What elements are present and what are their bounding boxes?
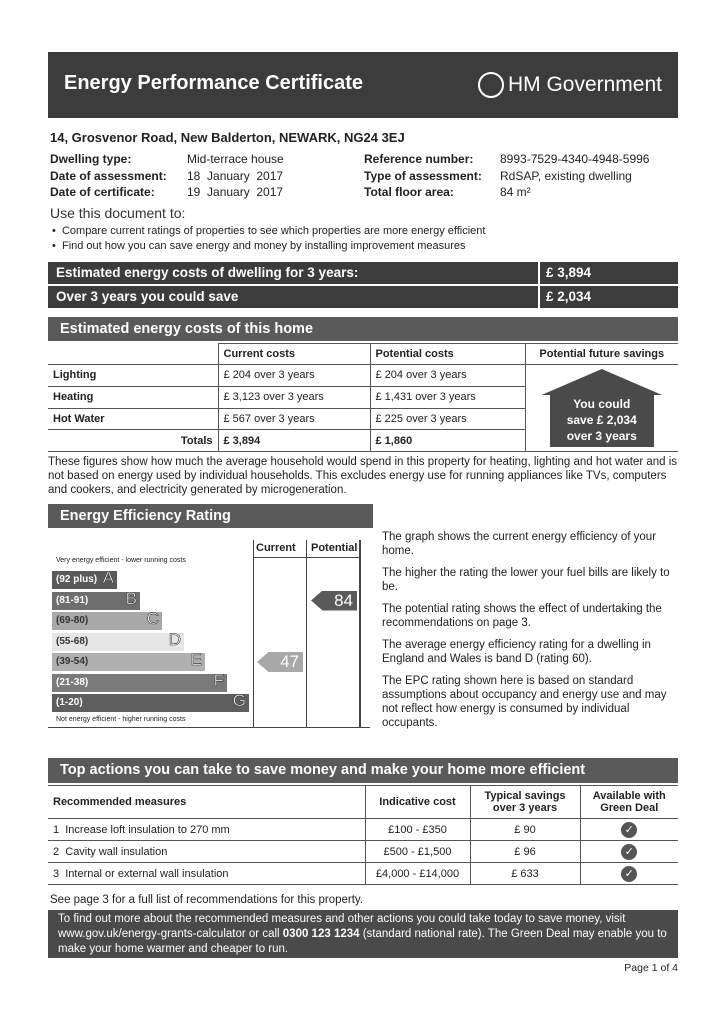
efficiency-rating-chart: Current Potential Very energy efficient …: [48, 540, 370, 728]
potential-column-header: Potential: [311, 542, 358, 554]
rating-section-header: Energy Efficiency Rating: [48, 504, 373, 528]
phone-number: 0300 123 1234: [282, 928, 360, 940]
footer-info-bar: To find out more about the recommended m…: [48, 910, 678, 958]
green-deal-check-icon: ✓: [621, 843, 638, 860]
rating-explanation: The graph shows the current energy effic…: [382, 531, 670, 729]
detail-label: Date of certificate:: [50, 185, 155, 199]
table-row: 2 Cavity wall insulation £500 - £1,500 £ 9…: [48, 840, 678, 863]
hm-government-logo: HM Government: [477, 72, 662, 98]
use-bullets: • Compare current ratings of properties …: [52, 224, 485, 254]
summary-value: £ 2,034: [538, 286, 591, 308]
bottom-note: Not energy efficient - higher running co…: [56, 716, 186, 723]
potential-rating-arrow: 84: [311, 590, 357, 611]
assessment-date: 18 January 2017: [187, 168, 284, 183]
totals-row: Totals £ 3,894 £ 1,860: [48, 429, 678, 452]
summary-label: Estimated energy costs of dwelling for 3…: [56, 265, 359, 280]
table-row: 1 Increase loft insulation to 270 mm £100…: [48, 818, 678, 841]
actions-table: Recommended measures Indicative cost Typic…: [48, 785, 678, 885]
certificate-date: 19 January 2017: [187, 185, 284, 199]
costs-table: Current costs Potential costs Potential fu…: [48, 343, 678, 452]
green-deal-check-icon: ✓: [621, 865, 638, 882]
top-note: Very energy efficient - lower running co…: [56, 557, 186, 564]
column-header: Potential costs: [369, 343, 526, 365]
certificate-header: Energy Performance Certificate HM Govern…: [48, 52, 678, 118]
assessment-type: RdSAP, existing dwelling: [500, 168, 632, 183]
detail-label: Dwelling type:: [50, 152, 132, 166]
dwelling-type: Mid-terrace house: [187, 152, 284, 166]
government-name: HM Government: [507, 73, 662, 96]
details-left-values: Mid-terrace house 18 January 2017 19 Jan…: [187, 151, 284, 201]
column-header: Available with Green Deal: [579, 785, 678, 819]
costs-note: These figures show how much the average …: [48, 456, 678, 496]
table-row: Hot Water £ 567 over 3 years £ 225 over 3 …: [48, 407, 678, 431]
detail-label: Type of assessment:: [364, 168, 482, 183]
detail-label: Date of assessment:: [50, 168, 167, 183]
summary-value: £ 3,894: [538, 262, 591, 284]
rating-band-g: (1-20) G: [52, 691, 249, 712]
green-deal-check-icon: ✓: [621, 821, 638, 838]
actions-section-header: Top actions you can take to save money a…: [48, 758, 678, 783]
savings-house-icon: You could save £ 2,034 over 3 years: [536, 369, 669, 447]
details-left-labels: Dwelling type: Date of assessment: Date …: [50, 151, 185, 201]
property-address: 14, Grosvenor Road, New Balderton, NEWAR…: [50, 130, 405, 145]
current-column-header: Current: [256, 542, 296, 554]
rating-band-c: (69-80) C: [52, 609, 162, 630]
see-more-note: See page 3 for a full list of recommenda…: [50, 894, 363, 906]
column-header: Current costs: [217, 343, 371, 365]
bullet-item: • Find out how you can save energy and m…: [52, 240, 466, 252]
summary-label: Over 3 years you could save: [56, 289, 239, 304]
detail-label: Total floor area:: [364, 185, 454, 199]
details-right-labels: Reference number: Type of assessment: To…: [364, 151, 482, 201]
future-savings-cell: You could save £ 2,034 over 3 years: [524, 364, 678, 452]
table-row: 3 Internal or external wall insulation £4…: [48, 862, 678, 885]
column-header: Typical savings over 3 years: [469, 785, 581, 819]
certificate-title: Energy Performance Certificate: [64, 72, 364, 94]
savings-bar: Over 3 years you could save £ 2,034: [48, 286, 678, 308]
table-row: Lighting £ 204 over 3 years £ 204 over 3 y…: [48, 364, 678, 452]
column-header: Recommended measures: [48, 785, 366, 819]
column-header: Indicative cost: [364, 785, 471, 819]
rating-band-f: (21-38) F: [52, 671, 227, 692]
rating-band-b: (81-91) B: [52, 589, 140, 610]
bullet-item: • Compare current ratings of properties …: [52, 225, 486, 237]
rating-band-e: (39-54) E: [52, 650, 205, 671]
costs-section-header: Estimated energy costs of this home: [48, 317, 678, 341]
estimated-cost-bar: Estimated energy costs of dwelling for 3…: [48, 262, 678, 284]
details-right-values: 8993-7529-4340-4948-5996 RdSAP, existing…: [500, 151, 649, 201]
rating-band-d: (55-68) D: [52, 630, 184, 651]
floor-area: 84 m²: [500, 185, 531, 199]
page-number: Page 1 of 4: [624, 962, 678, 974]
column-header: Potential future savings: [524, 343, 678, 365]
use-heading: Use this document to:: [50, 205, 186, 221]
reference-number: 8993-7529-4340-4948-5996: [500, 152, 650, 166]
detail-label: Reference number:: [364, 152, 474, 166]
current-rating-arrow: 47: [257, 652, 303, 672]
royal-crest-icon: [477, 72, 504, 98]
rating-band-a: (92 plus) A: [52, 568, 117, 589]
